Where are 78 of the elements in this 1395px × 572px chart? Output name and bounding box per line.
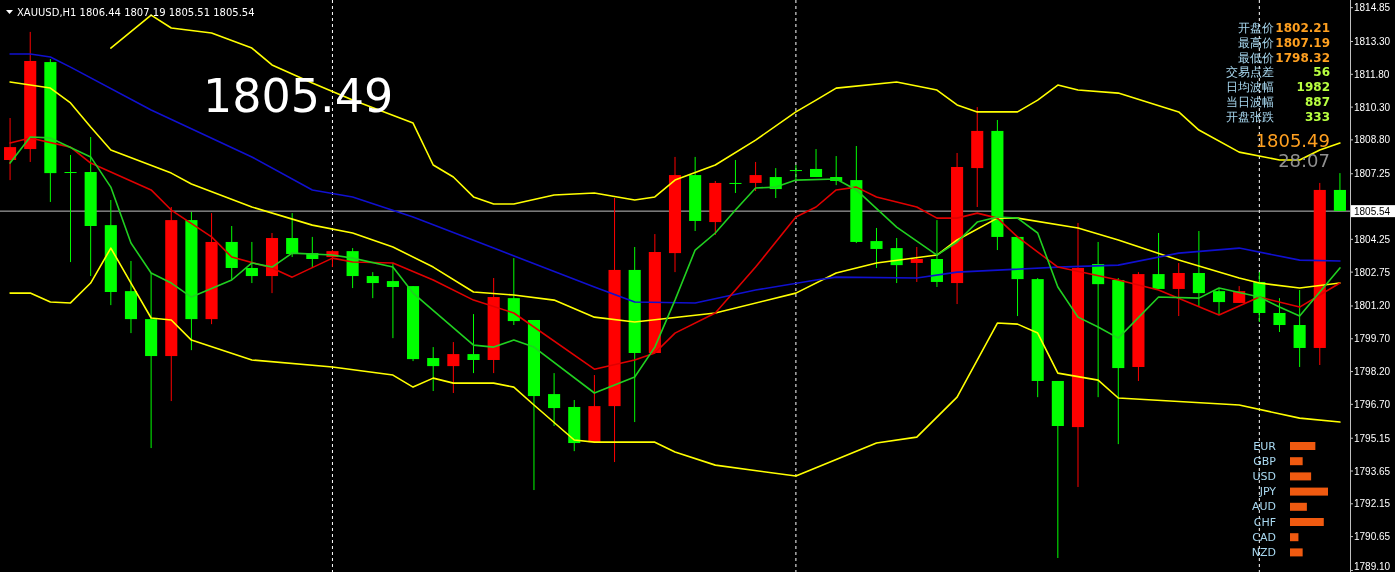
candlestick <box>930 219 943 288</box>
y-tick-label: CAD <box>1252 530 1276 544</box>
candlestick <box>286 212 299 258</box>
candlestick <box>870 227 883 269</box>
candlestick <box>386 262 399 339</box>
bar <box>1290 548 1303 557</box>
candlestick <box>507 257 520 326</box>
y-tick-label: 1814.85 <box>1354 2 1391 14</box>
y-tick-label: 1793.65 <box>1354 465 1391 477</box>
candlestick <box>447 341 460 394</box>
bar <box>1290 457 1303 466</box>
candlestick <box>4 117 17 181</box>
y-tick-label: NZD <box>1251 545 1276 559</box>
bar <box>1290 487 1328 496</box>
annotation: 56 <box>1313 65 1330 80</box>
candlestick <box>427 346 440 392</box>
y-tick-label: 1808.80 <box>1354 134 1391 146</box>
line-series <box>110 14 1341 205</box>
y-tick-label: EUR <box>1253 439 1277 453</box>
candlestick <box>729 159 742 194</box>
annotation: 1798.32 <box>1275 50 1330 65</box>
candlestick <box>1293 289 1306 368</box>
candlestick <box>1273 297 1286 333</box>
y-tick-label: 1789.10 <box>1354 560 1391 572</box>
y-tick-label: 1802.75 <box>1354 266 1391 278</box>
y-tick-label: 1795.15 <box>1354 432 1391 444</box>
ref-line-label: 1805.54 <box>1354 205 1391 217</box>
annotation: 1807.19 <box>1275 35 1330 50</box>
candlestick <box>749 161 762 192</box>
y-tick-label: 1811.80 <box>1354 68 1390 80</box>
annotation: 1802.21 <box>1275 21 1330 35</box>
y-tick-label: 1796.70 <box>1354 398 1391 410</box>
y-tick-label: GBP <box>1253 454 1277 468</box>
y-tick-label: 1807.25 <box>1354 168 1391 180</box>
annotation: 333 <box>1304 109 1330 124</box>
annotation: 1805.49 <box>1255 129 1330 151</box>
candlestick <box>1333 172 1346 212</box>
candlestick <box>245 241 258 284</box>
candlestick <box>1192 230 1205 307</box>
y-tick-label: CHF <box>1253 515 1276 529</box>
candlestick <box>810 148 823 178</box>
y-tick-label: 1804.25 <box>1354 233 1391 245</box>
candlestick <box>789 164 802 181</box>
bar <box>1290 518 1324 526</box>
text: XAUUSD,H1 1806.44 1807.19 1805.51 1805.54 <box>17 6 255 18</box>
annotation: 最低价 <box>1238 50 1274 65</box>
annotation: 最高价 <box>1238 35 1274 50</box>
candlestick <box>1172 262 1185 317</box>
candlestick <box>64 154 77 263</box>
y-tick-label: 1790.65 <box>1354 531 1391 543</box>
line-series <box>9 53 1341 304</box>
y-tick-label: AUD <box>1251 500 1276 514</box>
y-tick-label: JPY <box>1258 485 1277 499</box>
candlestick <box>467 313 480 374</box>
bar <box>1290 502 1307 511</box>
bar <box>1290 442 1316 450</box>
candlestick <box>890 237 903 284</box>
candlestick <box>366 271 379 299</box>
y-tick-label: 1799.70 <box>1354 333 1391 345</box>
candlestick <box>548 372 561 427</box>
annotation: 日均波幅 <box>1226 80 1274 95</box>
bar <box>1290 533 1299 542</box>
y-tick-label: 1801.20 <box>1354 300 1391 312</box>
annotation: 当日波幅 <box>1226 95 1274 109</box>
candlestick <box>910 246 923 283</box>
annotation: 887 <box>1304 95 1330 109</box>
annotation: 开盘价 <box>1238 21 1274 35</box>
annotation: 开盘张跌 <box>1226 109 1274 124</box>
y-tick-label: 1798.20 <box>1354 366 1391 378</box>
y-tick-label: 1810.30 <box>1354 101 1391 113</box>
y-tick-label: USD <box>1252 469 1276 483</box>
bar <box>1290 472 1312 481</box>
candlestick <box>1212 287 1226 315</box>
candlestick <box>1152 232 1165 290</box>
y-tick-label: 1792.15 <box>1354 498 1391 510</box>
annotation: 交易点差 <box>1226 65 1274 80</box>
y-tick-label: 1813.30 <box>1354 36 1391 48</box>
annotation: 1982 <box>1296 80 1330 95</box>
